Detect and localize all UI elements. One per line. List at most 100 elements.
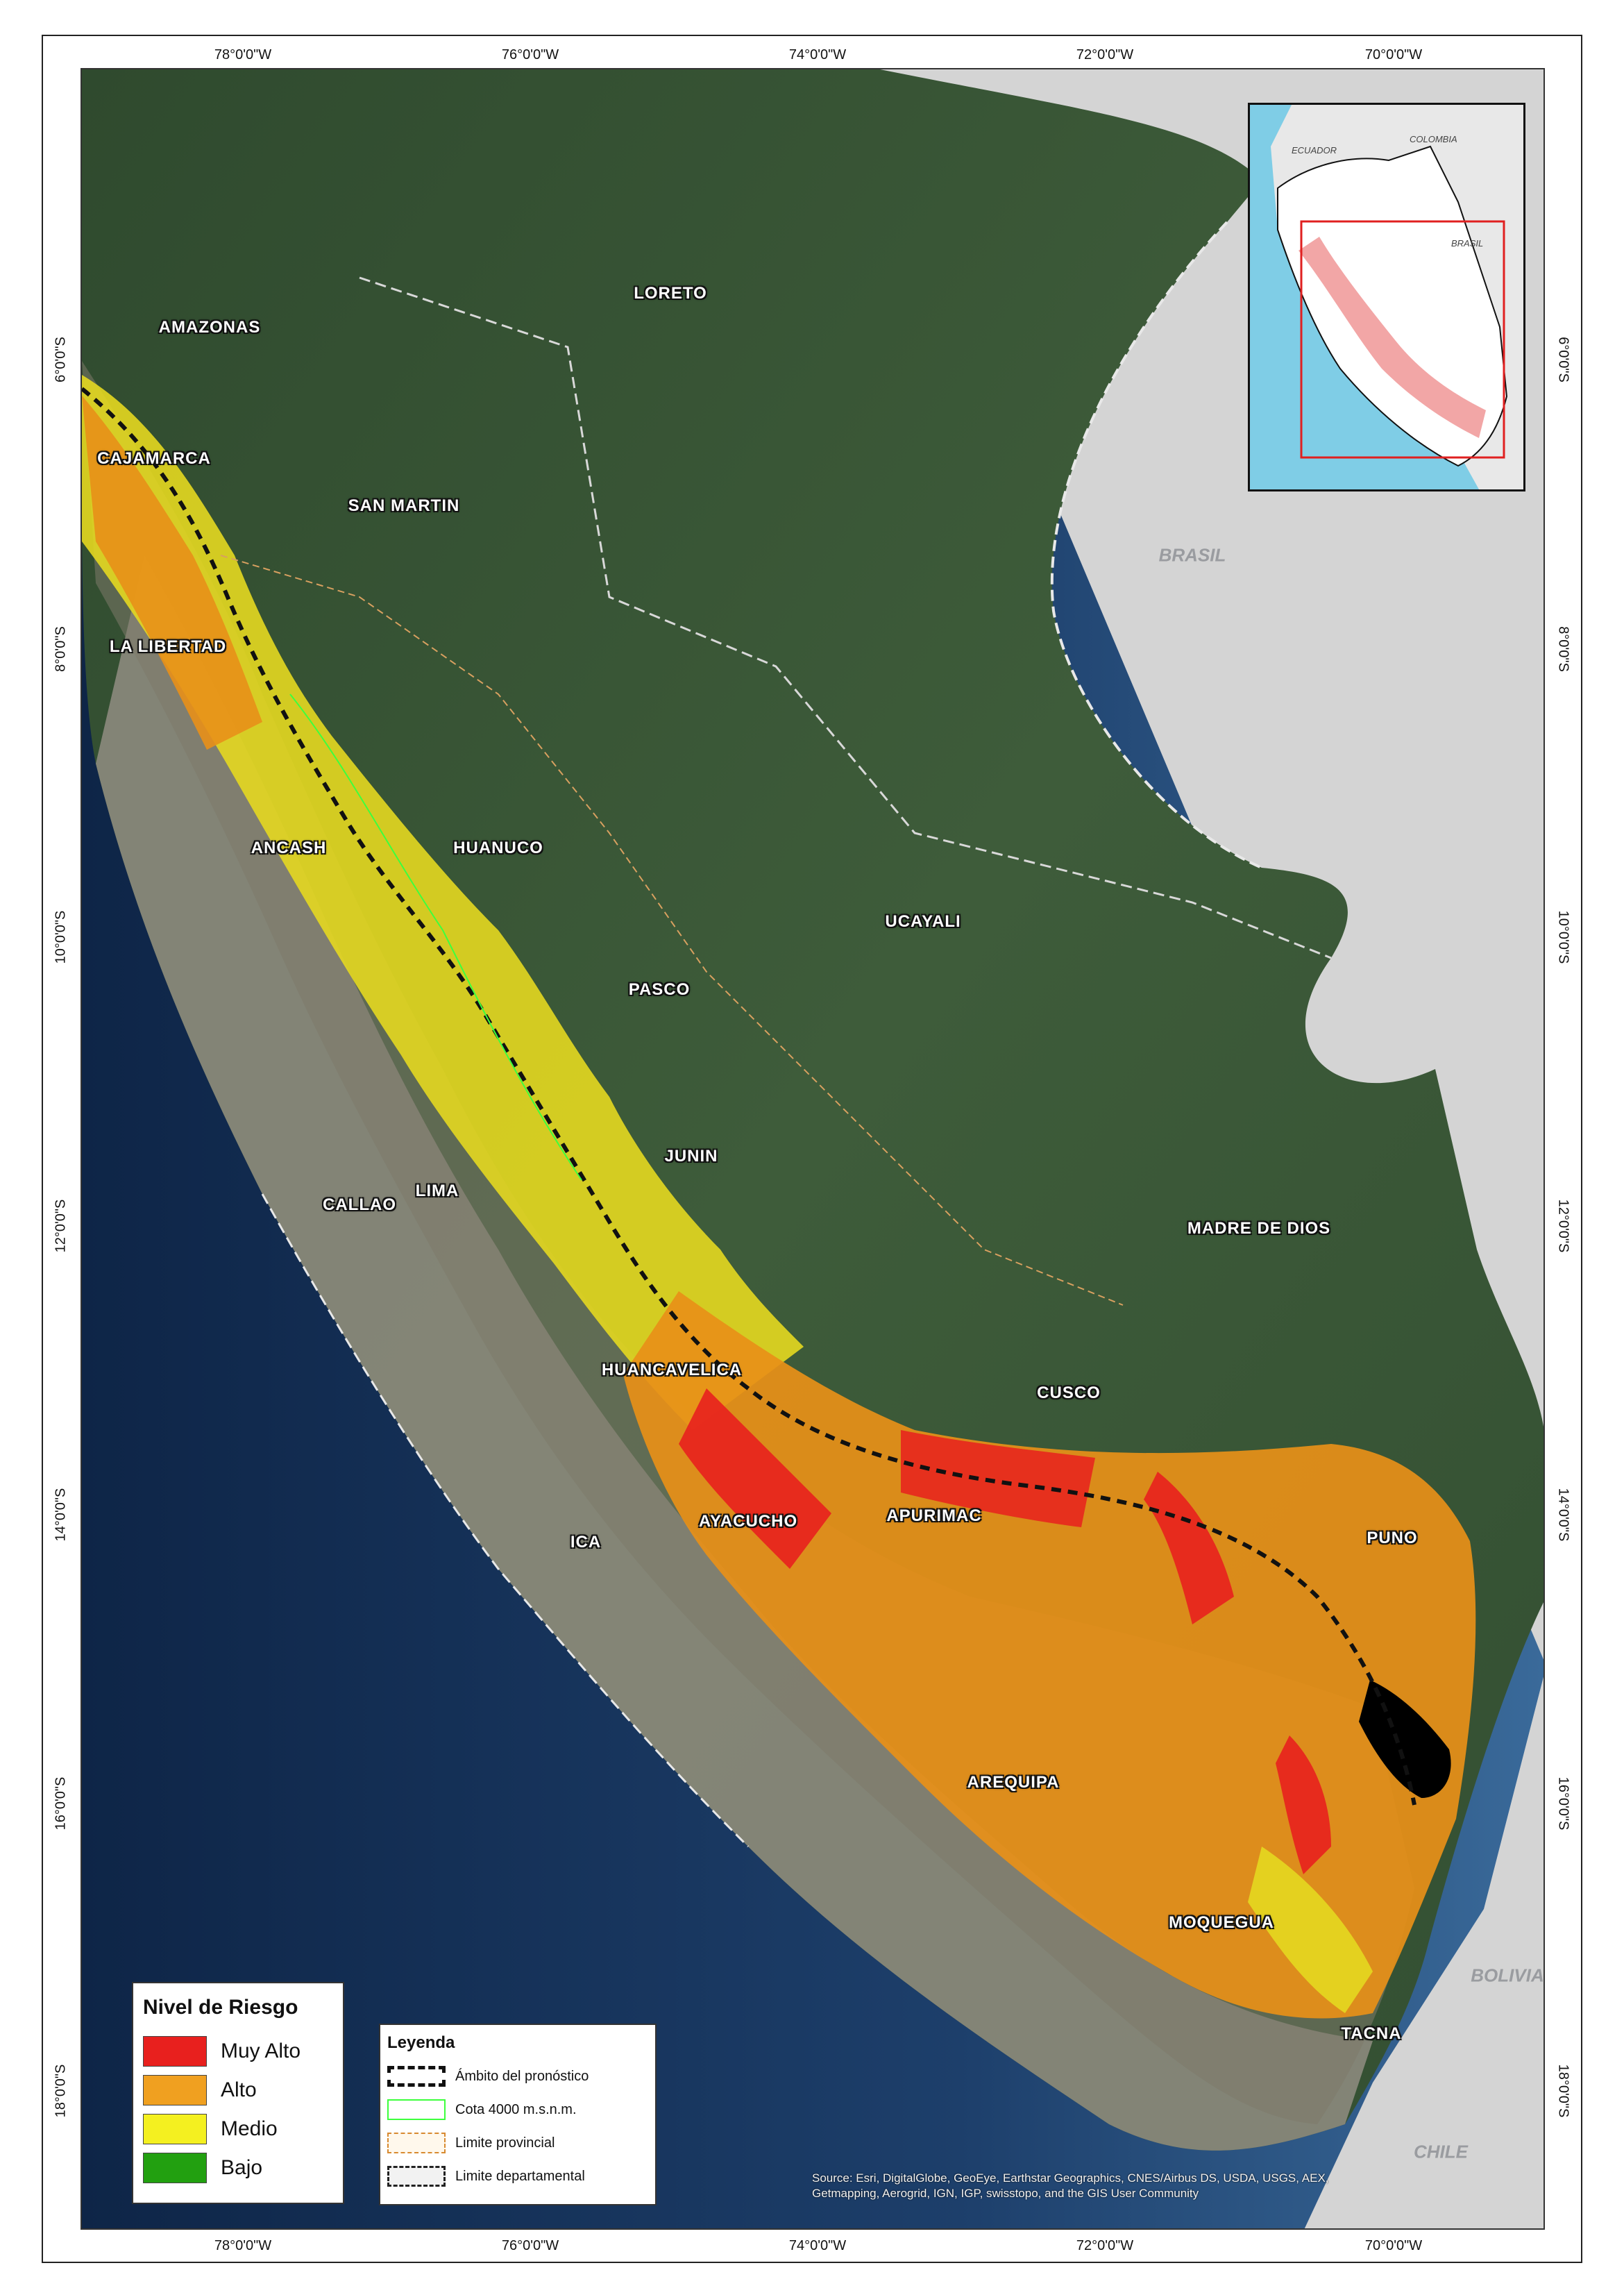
lat-tick-left-7: 18°0'0"S <box>53 2064 69 2118</box>
lat-tick-left-4: 12°0'0"S <box>53 1199 69 1253</box>
forecast-scope-line <box>82 387 1416 1806</box>
province-boundary-line <box>220 555 1124 1306</box>
line-legend: Leyenda Ámbito del pronóstico Cota 4000 … <box>379 2024 657 2205</box>
risk-swatch-medio <box>143 2114 207 2144</box>
dept-label-huanuco: HUANUCO <box>453 839 543 857</box>
risk-zone-cajamarca-alto <box>82 396 262 750</box>
lat-tick-left-5: 14°0'0"S <box>53 1488 69 1542</box>
cota-4000-line <box>289 693 582 1181</box>
risk-zone-south-alto <box>623 1291 1476 2019</box>
risk-zone-tacna-medio <box>1248 1847 1373 2013</box>
lon-tick-top-1: 78°0'0"W <box>214 47 272 62</box>
map-view[interactable]: AMAZONAS LORETO CAJAMARCA SAN MARTIN LA … <box>81 68 1545 2230</box>
lat-tick-right-5: 14°0'0"S <box>1555 1488 1571 1542</box>
dept-label-madre-de-dios: MADRE DE DIOS <box>1187 1219 1331 1238</box>
lat-tick-right-7: 18°0'0"S <box>1555 2064 1571 2118</box>
line-item-cota: Cota 4000 m.s.n.m. <box>387 2093 648 2126</box>
lat-tick-right-3: 10°0'0"S <box>1555 910 1571 964</box>
risk-zone-ayacucho-muy-alto <box>679 1388 831 1569</box>
inset-label-colombia: COLOMBIA <box>1410 134 1457 144</box>
lon-tick-top-5: 70°0'0"W <box>1364 47 1423 62</box>
dept-label-tacna: TACNA <box>1341 2024 1402 2043</box>
dept-label-amazonas: AMAZONAS <box>158 318 261 337</box>
dept-label-ica: ICA <box>570 1533 602 1552</box>
map-credits: Source: Esri, DigitalGlobe, GeoEye, Eart… <box>812 2171 1506 2201</box>
line-label-cota: Cota 4000 m.s.n.m. <box>455 2101 577 2117</box>
inset-peru <box>1277 145 1508 467</box>
country-label-chile: CHILE <box>1414 2141 1468 2162</box>
map-canvas <box>82 69 1543 2228</box>
risk-swatch-bajo <box>143 2153 207 2183</box>
risk-zone-cusco-muy-alto <box>1144 1472 1234 1624</box>
inset-extent-box <box>1300 220 1505 459</box>
dept-label-puno: PUNO <box>1367 1529 1418 1547</box>
dept-label-cajamarca: CAJAMARCA <box>97 449 211 468</box>
inset-locator-map: ECUADOR COLOMBIA BRASIL <box>1248 103 1525 491</box>
risk-item-medio: Medio <box>143 2110 333 2149</box>
line-swatch-provincial <box>387 2133 446 2153</box>
line-label-scope: Ámbito del pronóstico <box>455 2068 589 2084</box>
lon-tick-top-2: 76°0'0"W <box>501 47 559 62</box>
dept-label-ayacucho: AYACUCHO <box>698 1512 798 1531</box>
lat-tick-right-6: 16°0'0"S <box>1555 1776 1571 1831</box>
lat-tick-right-4: 12°0'0"S <box>1555 1199 1571 1253</box>
coastline-dept-line <box>261 1193 750 1848</box>
dept-label-ucayali: UCAYALI <box>885 912 961 931</box>
lat-tick-left-1: 6°0'0"S <box>53 337 69 382</box>
dept-label-loreto: LORETO <box>634 284 707 303</box>
lat-tick-right-2: 8°0'0"S <box>1555 626 1571 672</box>
line-label-departamental: Limite departamental <box>455 2168 585 2184</box>
risk-label-alto: Alto <box>221 2078 257 2101</box>
risk-item-bajo: Bajo <box>143 2149 333 2187</box>
line-swatch-scope <box>387 2066 446 2087</box>
line-legend-title: Leyenda <box>387 2033 455 2052</box>
risk-legend-title: Nivel de Riesgo <box>143 1996 298 2019</box>
lon-tick-bottom-5: 70°0'0"W <box>1364 2238 1423 2253</box>
dept-boundary-line <box>359 276 1332 959</box>
credits-line-1: Source: Esri, DigitalGlobe, GeoEye, Eart… <box>812 2171 1329 2185</box>
risk-swatch-muy-alto <box>143 2036 207 2067</box>
dept-label-arequipa: AREQUIPA <box>967 1773 1060 1792</box>
dept-label-callao: CALLAO <box>323 1195 396 1214</box>
lon-tick-top-3: 74°0'0"W <box>788 47 847 62</box>
risk-label-muy-alto: Muy Alto <box>221 2040 301 2062</box>
dept-label-ancash: ANCASH <box>251 839 327 857</box>
dept-label-junin: JUNIN <box>664 1147 718 1166</box>
line-label-provincial: Limite provincial <box>455 2135 555 2151</box>
credits-line-2: Getmapping, Aerogrid, IGN, IGP, swisstop… <box>812 2187 1199 2200</box>
country-label-brasil: BRASIL <box>1158 544 1226 566</box>
line-swatch-departamental <box>387 2166 446 2187</box>
lat-tick-left-6: 16°0'0"S <box>53 1776 69 1831</box>
risk-zone-north-medio <box>82 375 804 1430</box>
risk-label-medio: Medio <box>221 2117 278 2140</box>
lon-tick-bottom-1: 78°0'0"W <box>214 2238 272 2253</box>
inset-scope-area <box>1299 237 1486 438</box>
inset-canvas <box>1250 105 1523 489</box>
risk-label-bajo: Bajo <box>221 2156 263 2179</box>
dept-label-lima: LIMA <box>415 1182 459 1200</box>
inset-label-ecuador: ECUADOR <box>1292 145 1337 155</box>
foreign-land-east <box>873 69 1543 2228</box>
line-swatch-cota <box>387 2099 446 2120</box>
dept-label-apurimac: APURIMAC <box>886 1506 982 1525</box>
risk-item-alto: Alto <box>143 2071 333 2110</box>
risk-item-muy-alto: Muy Alto <box>143 2032 333 2071</box>
line-item-scope: Ámbito del pronóstico <box>387 2060 648 2093</box>
dept-label-moquegua: MOQUEGUA <box>1169 1913 1274 1932</box>
dept-label-huancavelica: HUANCAVELICA <box>601 1361 743 1379</box>
risk-zone-puno-muy-alto <box>1276 1735 1331 1874</box>
dept-label-pasco: PASCO <box>628 980 691 999</box>
dept-label-la-libertad: LA LIBERTAD <box>109 637 227 656</box>
lake-titicaca <box>1359 1680 1451 1798</box>
lon-tick-bottom-3: 74°0'0"W <box>788 2238 847 2253</box>
inset-label-brasil: BRASIL <box>1451 238 1484 249</box>
line-item-provincial: Limite provincial <box>387 2126 648 2160</box>
map-frame <box>42 35 1582 2263</box>
dept-label-san-martin: SAN MARTIN <box>348 496 460 515</box>
risk-level-legend: Nivel de Riesgo Muy Alto Alto Medio Bajo <box>132 1982 344 2204</box>
risk-swatch-alto <box>143 2075 207 2105</box>
lat-tick-right-1: 6°0'0"S <box>1555 337 1571 382</box>
lon-tick-top-4: 72°0'0"W <box>1076 47 1134 62</box>
lon-tick-bottom-2: 76°0'0"W <box>501 2238 559 2253</box>
